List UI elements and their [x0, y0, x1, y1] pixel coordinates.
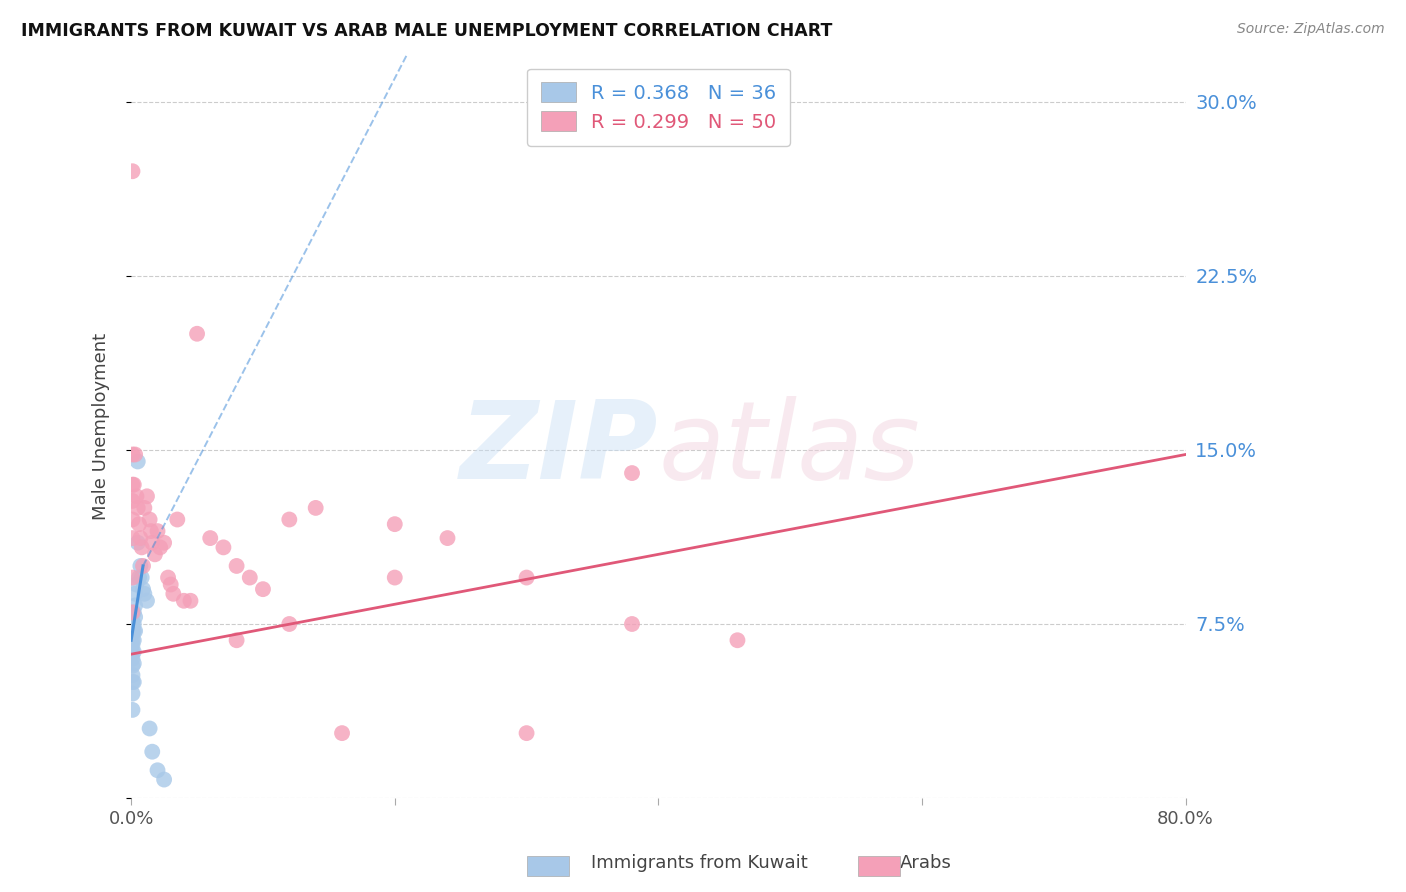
Point — [131, 570, 153, 584]
Point — [121, 448, 143, 462]
Point — [122, 477, 145, 491]
Point — [179, 594, 201, 608]
Point — [125, 577, 148, 591]
Text: Source: ZipAtlas.com: Source: ZipAtlas.com — [1237, 22, 1385, 37]
Point — [136, 489, 159, 503]
Text: IMMIGRANTS FROM KUWAIT VS ARAB MALE UNEMPLOYMENT CORRELATION CHART: IMMIGRANTS FROM KUWAIT VS ARAB MALE UNEM… — [21, 22, 832, 40]
Point — [122, 617, 145, 632]
Point — [159, 577, 181, 591]
Text: Arabs: Arabs — [900, 855, 952, 872]
Point — [146, 764, 169, 778]
Point — [225, 633, 247, 648]
Point — [121, 164, 143, 178]
Point — [153, 772, 176, 787]
Point — [121, 494, 143, 508]
Point — [121, 687, 143, 701]
Point — [121, 570, 143, 584]
Point — [621, 617, 644, 632]
Point — [124, 587, 146, 601]
Point — [186, 326, 208, 341]
Point — [128, 570, 150, 584]
Point — [138, 722, 160, 736]
Point — [121, 658, 143, 673]
Point — [122, 633, 145, 648]
Point — [124, 448, 146, 462]
Point — [124, 610, 146, 624]
Point — [516, 726, 538, 740]
Point — [143, 547, 166, 561]
Point — [200, 531, 222, 545]
Point — [146, 524, 169, 538]
Point — [727, 633, 749, 648]
Point — [124, 599, 146, 613]
Point — [122, 675, 145, 690]
Point — [239, 570, 262, 584]
Point — [121, 675, 143, 690]
Point — [132, 582, 155, 597]
Point — [162, 587, 184, 601]
Legend: R = 0.368   N = 36, R = 0.299   N = 50: R = 0.368 N = 36, R = 0.299 N = 50 — [527, 69, 790, 145]
Point — [122, 606, 145, 620]
Point — [516, 570, 538, 584]
Point — [136, 594, 159, 608]
Point — [621, 466, 644, 480]
Point — [134, 500, 156, 515]
Point — [129, 558, 152, 573]
Point — [131, 541, 153, 555]
Text: ZIP: ZIP — [460, 396, 658, 502]
Point — [122, 657, 145, 671]
Point — [141, 745, 163, 759]
Point — [278, 512, 301, 526]
Text: atlas: atlas — [658, 396, 921, 501]
Point — [121, 626, 143, 640]
Point — [127, 454, 149, 468]
Point — [132, 558, 155, 573]
Text: Immigrants from Kuwait: Immigrants from Kuwait — [591, 855, 807, 872]
Point — [134, 587, 156, 601]
Point — [129, 531, 152, 545]
Point — [157, 570, 180, 584]
Point — [121, 668, 143, 682]
Point — [149, 541, 172, 555]
Point — [121, 638, 143, 652]
Point — [121, 512, 143, 526]
Point — [125, 489, 148, 503]
Point — [141, 535, 163, 549]
Point — [124, 624, 146, 638]
Point — [121, 622, 143, 636]
Point — [121, 606, 143, 620]
Point — [121, 703, 143, 717]
Point — [121, 477, 143, 491]
Point — [166, 512, 188, 526]
Point — [153, 535, 176, 549]
Point — [128, 517, 150, 532]
Point — [225, 558, 247, 573]
Point — [384, 570, 406, 584]
Point — [121, 615, 143, 629]
Point — [127, 535, 149, 549]
Point — [127, 500, 149, 515]
Point — [252, 582, 274, 597]
Point — [173, 594, 195, 608]
Point — [384, 517, 406, 532]
Point — [436, 531, 458, 545]
Point — [305, 500, 328, 515]
Point — [138, 512, 160, 526]
Point — [122, 645, 145, 659]
Point — [121, 645, 143, 659]
Point — [139, 524, 162, 538]
Point — [121, 531, 143, 545]
Point — [121, 633, 143, 648]
Point — [212, 541, 235, 555]
Point — [121, 652, 143, 666]
Point — [122, 624, 145, 638]
Y-axis label: Male Unemployment: Male Unemployment — [93, 333, 110, 520]
Point — [330, 726, 353, 740]
Point — [278, 617, 301, 632]
